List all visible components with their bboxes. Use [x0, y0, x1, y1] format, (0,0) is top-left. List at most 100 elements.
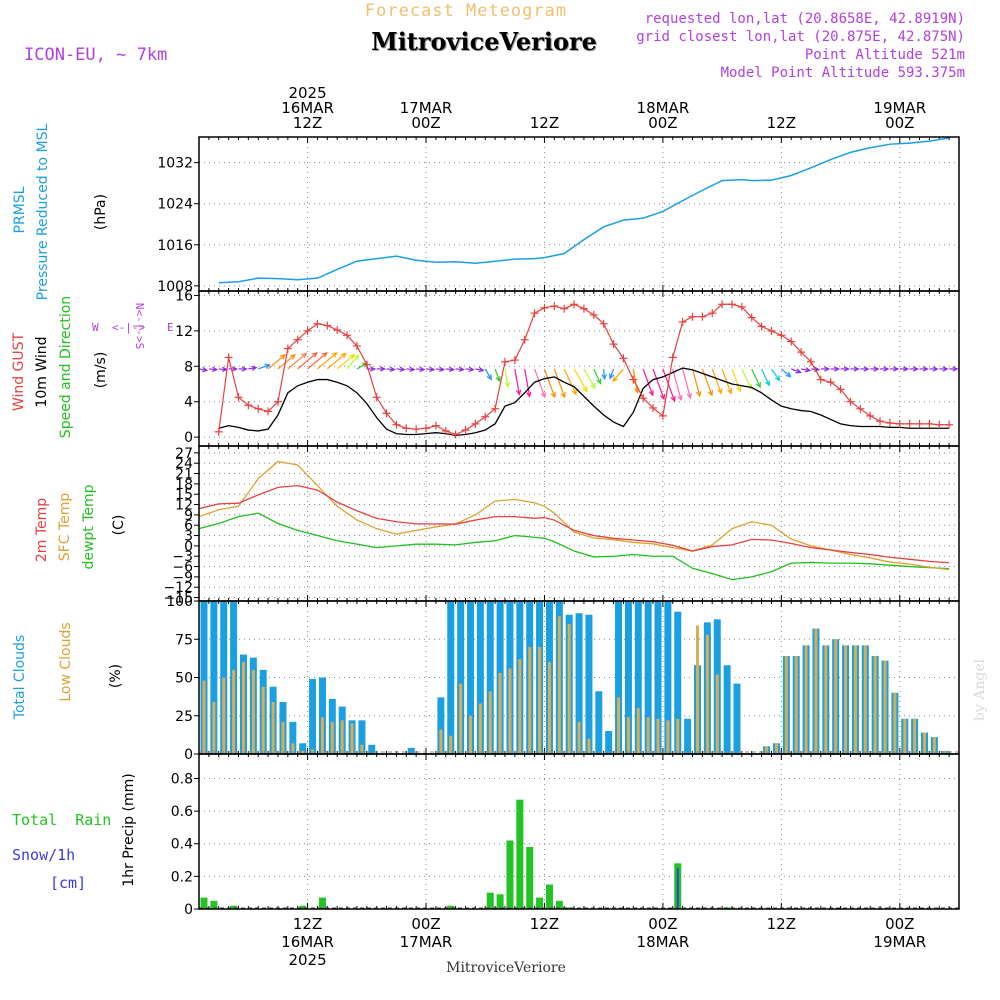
total-cloud-bar — [407, 747, 415, 754]
compass-e: E — [167, 321, 174, 334]
gust-point — [747, 313, 756, 322]
bottom-axis-label: 19MAR — [873, 933, 926, 951]
low-cloud-bar — [676, 718, 680, 754]
rain-bar — [545, 884, 553, 909]
wind-barb — [830, 366, 841, 372]
wind-barb — [652, 368, 666, 401]
wind-barb-shaft — [267, 354, 286, 370]
gust-point — [609, 340, 618, 349]
wind-barb-head — [495, 376, 501, 383]
rain-bar — [506, 840, 514, 909]
wind-barb — [376, 366, 387, 372]
wind-barb-head — [526, 391, 532, 398]
top-axis-label: 16MAR — [281, 99, 334, 117]
ytick-label-temp: 21 — [175, 467, 193, 483]
wind-barb-shaft — [534, 368, 546, 398]
wind-barb-shaft — [583, 368, 596, 389]
low-cloud-bar — [459, 683, 463, 754]
gust-point — [491, 404, 500, 413]
snow-bar — [676, 868, 679, 909]
wind-barb-head — [379, 366, 387, 372]
sfc-line — [198, 460, 950, 571]
wind-barb-shaft — [287, 353, 307, 370]
low-cloud-bar — [617, 697, 621, 754]
wind-barb-head — [952, 366, 959, 372]
wind-barb — [731, 368, 742, 393]
total-cloud-bar — [486, 601, 494, 754]
low-cloud-bar — [696, 625, 700, 754]
gust-point — [658, 411, 667, 420]
ytick-label-temp: 18 — [175, 477, 193, 493]
wind-barb — [514, 368, 522, 396]
wind-barb-shaft — [326, 353, 347, 370]
total-cloud-bar — [437, 697, 445, 754]
wind-barb-head — [727, 388, 733, 395]
gust-point — [500, 357, 509, 366]
gust-point — [273, 397, 282, 406]
gust-label: Wind GUST — [11, 332, 27, 411]
low-cloud-bar — [478, 703, 482, 754]
pressure-unit: (hPa) — [93, 194, 109, 230]
gust-point — [382, 409, 391, 418]
wind-barb — [889, 366, 900, 372]
closest-coords: grid closest lon,lat (20.875E, 42.875N) — [636, 29, 965, 45]
gust-point — [510, 356, 519, 365]
wind-barb — [336, 353, 356, 370]
low-cloud-bar — [715, 674, 719, 754]
rain-bar — [526, 847, 534, 909]
top-axis-label: 00Z — [411, 114, 440, 132]
low-cloud-bar — [804, 645, 808, 754]
ytick-label-clouds: 0 — [184, 747, 193, 763]
ytick-label-pressure: 1016 — [157, 238, 193, 254]
wind-barb-head — [504, 381, 511, 389]
cloud-labels: Total Clouds Low Clouds (%) — [12, 622, 124, 720]
wind-barb-shaft — [336, 354, 355, 370]
rain-bar — [565, 907, 573, 909]
wind-barb — [800, 367, 812, 373]
low-cloud-bar — [626, 717, 630, 754]
sfc-label: SFC Temp — [57, 493, 73, 562]
wind-barb — [267, 353, 287, 370]
wind-barb — [880, 366, 890, 372]
wind-barb — [840, 366, 850, 372]
wind-barb — [524, 368, 532, 398]
low-cloud-bar — [656, 718, 660, 754]
wind-barb — [899, 366, 910, 372]
top-axis-label: 12Z — [767, 114, 796, 132]
gust-point — [214, 427, 223, 436]
bottom-axis-label: 12Z — [530, 915, 559, 933]
gust-point — [313, 319, 322, 328]
ytick-label-wind: 16 — [175, 288, 193, 304]
low-clouds-label: Low Clouds — [58, 622, 74, 701]
wind-barb-head — [893, 366, 900, 372]
ytick-label-wind: 8 — [184, 359, 193, 375]
wind-barb-shaft — [277, 354, 296, 370]
gust-point — [352, 341, 361, 350]
low-cloud-bar — [844, 645, 848, 754]
model-label: ICON-EU, ~ 7km — [24, 45, 167, 65]
wind-barb — [583, 368, 596, 390]
wind-barb — [307, 351, 328, 370]
wind-barb-shaft — [672, 368, 682, 401]
total-clouds-label: Total Clouds — [12, 635, 28, 720]
ytick-label-pressure: 1024 — [157, 197, 193, 213]
gust-point — [895, 419, 904, 428]
low-cloud-bar — [518, 659, 522, 754]
wind-barb-head — [560, 392, 566, 399]
gust-point — [530, 309, 539, 318]
low-cloud-bar — [241, 662, 245, 754]
gust-point — [303, 326, 312, 335]
wind-barb-head — [853, 366, 860, 372]
gust-point — [392, 420, 401, 429]
pressure-labels: PRMSL Pressure Reduced to MSL (hPa) — [12, 123, 109, 300]
forecast-title: Forecast Meteogram — [365, 1, 567, 21]
wind-barb-head — [540, 392, 546, 399]
wind-barb — [751, 368, 761, 389]
wind-barb-head — [590, 382, 596, 390]
gust-point — [787, 337, 796, 346]
ytick-label-clouds: 50 — [175, 671, 193, 687]
wind-barb-head — [399, 366, 406, 372]
gust-point — [826, 378, 835, 387]
gust-point — [362, 360, 371, 369]
